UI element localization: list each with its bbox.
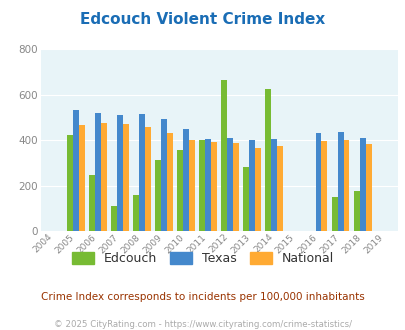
Bar <box>337 132 343 231</box>
Bar <box>89 175 95 231</box>
Bar <box>243 167 249 231</box>
Text: Crime Index corresponds to incidents per 100,000 inhabitants: Crime Index corresponds to incidents per… <box>41 292 364 302</box>
Bar <box>167 133 173 231</box>
Bar <box>183 129 189 231</box>
Bar <box>255 148 260 231</box>
Text: © 2025 CityRating.com - https://www.cityrating.com/crime-statistics/: © 2025 CityRating.com - https://www.city… <box>54 320 351 329</box>
Bar <box>277 146 283 231</box>
Bar <box>221 80 227 231</box>
Bar <box>359 138 364 231</box>
Bar <box>227 138 232 231</box>
Bar <box>155 159 161 231</box>
Bar <box>321 141 326 231</box>
Bar <box>315 133 321 231</box>
Bar <box>199 140 205 231</box>
Bar <box>67 135 73 231</box>
Bar <box>101 122 107 231</box>
Bar <box>145 127 151 231</box>
Bar <box>117 115 123 231</box>
Bar <box>211 142 217 231</box>
Bar <box>265 89 271 231</box>
Bar <box>161 119 167 231</box>
Bar <box>205 139 211 231</box>
Legend: Edcouch, Texas, National: Edcouch, Texas, National <box>66 247 339 270</box>
Bar <box>133 195 139 231</box>
Bar <box>189 140 195 231</box>
Bar <box>343 141 349 231</box>
Bar <box>364 144 371 231</box>
Bar <box>353 191 359 231</box>
Bar <box>177 150 183 231</box>
Bar <box>139 114 145 231</box>
Bar <box>232 143 239 231</box>
Bar <box>79 125 85 231</box>
Bar <box>331 196 337 231</box>
Bar <box>123 124 129 231</box>
Text: Edcouch Violent Crime Index: Edcouch Violent Crime Index <box>80 12 325 26</box>
Bar <box>249 140 255 231</box>
Bar <box>111 206 117 231</box>
Bar <box>95 114 101 231</box>
Bar <box>271 139 277 231</box>
Bar <box>73 110 79 231</box>
